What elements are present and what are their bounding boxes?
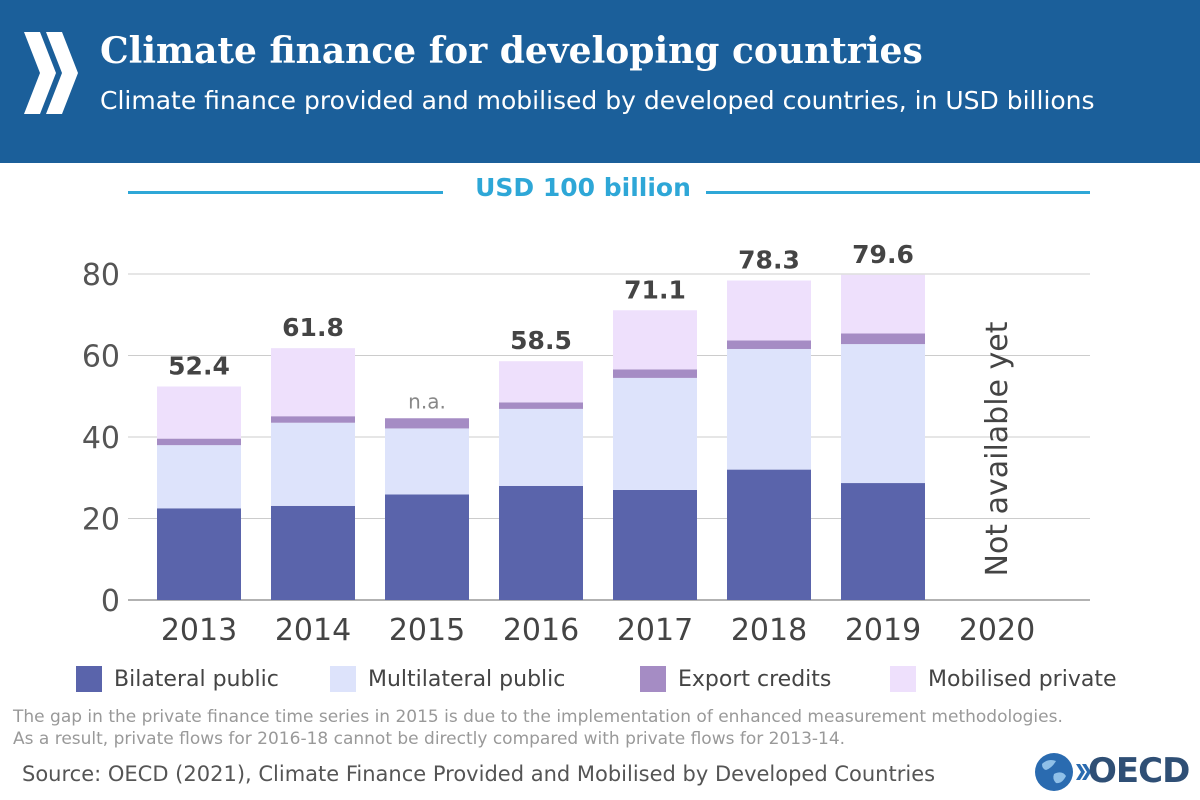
bar-2016-series-0 — [499, 485, 583, 600]
x-tick-label-2014: 2014 — [275, 613, 351, 648]
legend-item-bilateral: Bilateral public — [76, 664, 279, 694]
x-tick-label-2013: 2013 — [161, 613, 237, 648]
legend-item-multilateral: Multilateral public — [330, 664, 565, 694]
y-tick-label-80: 80 — [82, 258, 120, 293]
header-banner: Climate finance for developing countries… — [0, 0, 1200, 163]
bar-2016-series-3 — [499, 361, 583, 403]
bar-2015-series-0 — [385, 494, 469, 600]
bar-2014-series-0 — [271, 505, 355, 600]
legend-label-export: Export credits — [678, 666, 832, 692]
bar-2019-series-2 — [841, 333, 925, 345]
bar-2014-series-2 — [271, 416, 355, 423]
y-tick-label-40: 40 — [82, 421, 120, 456]
legend: Bilateral public Multilateral public Exp… — [0, 664, 1200, 694]
bar-2018-series-2 — [727, 340, 811, 349]
bar-2017-series-0 — [613, 489, 697, 600]
page-title: Climate finance for developing countries — [100, 30, 923, 72]
target-label: USD 100 billion — [475, 173, 691, 202]
bar-2016-series-2 — [499, 402, 583, 409]
legend-swatch-multilateral — [330, 666, 356, 692]
bar-2019-series-1 — [841, 344, 925, 484]
footnote-line-2: As a result, private flows for 2016-18 c… — [13, 729, 846, 749]
total-label-2017: 71.1 — [624, 275, 686, 304]
total-label-2019: 79.6 — [852, 240, 914, 269]
x-tick-label-2017: 2017 — [617, 613, 693, 648]
legend-label-bilateral: Bilateral public — [114, 666, 279, 692]
bar-2013-series-3 — [157, 386, 241, 439]
bar-2013-series-2 — [157, 438, 241, 446]
target-line-left — [128, 191, 443, 194]
bar-2017-series-2 — [613, 369, 697, 378]
total-label-2016: 58.5 — [510, 326, 572, 355]
legend-label-multilateral: Multilateral public — [368, 666, 566, 692]
bar-2018-series-3 — [727, 280, 811, 341]
bar-2013-series-0 — [157, 508, 241, 600]
x-tick-label-2018: 2018 — [731, 613, 807, 648]
legend-swatch-export — [640, 666, 666, 692]
bar-2018-series-0 — [727, 469, 811, 600]
bar-2018-series-1 — [727, 348, 811, 470]
total-label-2014: 61.8 — [282, 313, 344, 342]
page-subtitle: Climate finance provided and mobilised b… — [100, 86, 1095, 115]
bar-2014-series-1 — [271, 422, 355, 506]
total-label-2013: 52.4 — [168, 351, 230, 380]
bar-2013-series-1 — [157, 445, 241, 509]
bar-2016-series-1 — [499, 408, 583, 486]
bar-2015-series-2 — [385, 418, 469, 429]
y-tick-label-60: 60 — [82, 340, 120, 375]
not-available-label: Not available yet — [980, 321, 1015, 576]
total-label-2015: n.a. — [408, 389, 446, 413]
total-label-2018: 78.3 — [738, 246, 800, 275]
x-tick-label-2016: 2016 — [503, 613, 579, 648]
bar-2017-series-1 — [613, 377, 697, 490]
legend-item-export: Export credits — [640, 664, 831, 694]
bar-2019-series-0 — [841, 483, 925, 600]
stacked-bar-chart: 0 20 40 60 80 2013 52.4 2014 61.8 2015 n.a. 2016 58.… — [82, 240, 1090, 648]
y-tick-label-20: 20 — [82, 503, 120, 538]
legend-label-private: Mobilised private — [928, 666, 1117, 692]
footnote-line-1: The gap in the private finance time seri… — [13, 707, 1063, 727]
x-tick-label-2015: 2015 — [389, 613, 465, 648]
target-line-right — [706, 191, 1090, 194]
legend-swatch-bilateral — [76, 666, 102, 692]
oecd-globe-icon — [1035, 753, 1091, 791]
oecd-logo-text: OECD — [1088, 751, 1190, 791]
x-tick-label-2020: 2020 — [959, 613, 1035, 648]
x-tick-label-2019: 2019 — [845, 613, 921, 648]
y-tick-label-0: 0 — [101, 584, 120, 619]
source-text: Source: OECD (2021), Climate Finance Pro… — [22, 762, 936, 786]
legend-swatch-private — [890, 666, 916, 692]
bar-2014-series-3 — [271, 348, 355, 417]
bar-2015-series-1 — [385, 428, 469, 495]
bar-2017-series-3 — [613, 310, 697, 370]
bar-2019-series-3 — [841, 274, 925, 334]
footnote: The gap in the private finance time seri… — [13, 706, 1193, 750]
legend-item-private: Mobilised private — [890, 664, 1116, 694]
double-chevron-icon — [24, 32, 78, 114]
